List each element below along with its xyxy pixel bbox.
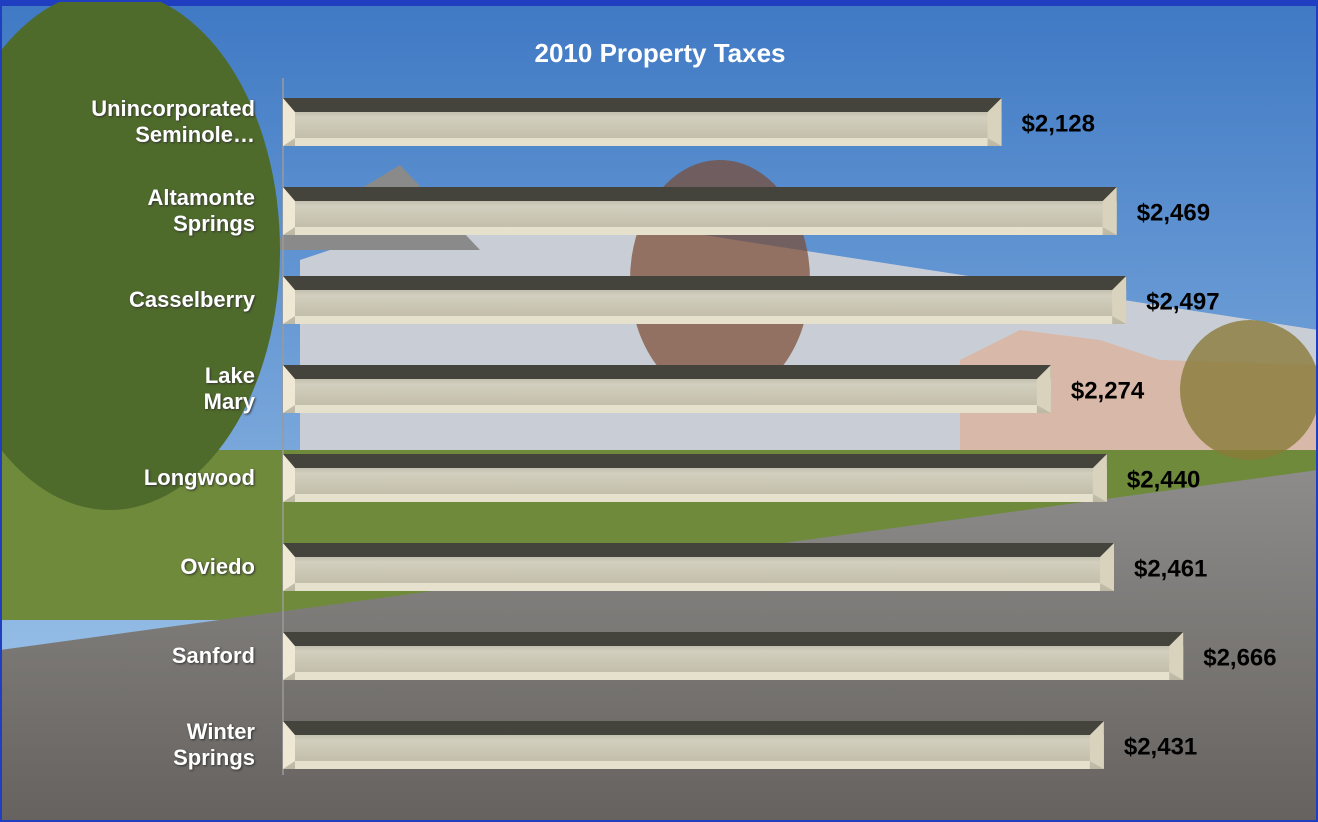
- category-label: Casselberry: [15, 287, 255, 313]
- value-label: $2,431: [1124, 733, 1197, 760]
- category-label: Winter Springs: [15, 719, 255, 771]
- category-label: Oviedo: [15, 554, 255, 580]
- bar: [283, 365, 1051, 413]
- value-label: $2,440: [1127, 466, 1200, 493]
- category-label: Unincorporated Seminole…: [15, 96, 255, 148]
- value-label: $2,469: [1137, 199, 1210, 226]
- bar: [283, 632, 1183, 680]
- slide: 2010 Property Taxes $2,128 $2,469 $2,497 $2…: [0, 0, 1318, 822]
- value-label: $2,128: [1022, 110, 1095, 137]
- chart-title: 2010 Property Taxes: [535, 38, 786, 68]
- category-label: Lake Mary: [15, 363, 255, 415]
- bar: [283, 98, 1002, 146]
- bar: [283, 187, 1117, 235]
- tree: [1180, 320, 1318, 460]
- bar: [283, 276, 1126, 324]
- value-label: $2,274: [1071, 377, 1145, 404]
- value-label: $2,666: [1203, 644, 1276, 671]
- category-label: Longwood: [15, 465, 255, 491]
- category-label: Altamonte Springs: [15, 185, 255, 237]
- category-label: Sanford: [15, 643, 255, 669]
- bar: [283, 454, 1107, 502]
- bar: [283, 543, 1114, 591]
- value-label: $2,461: [1134, 555, 1207, 582]
- value-label: $2,497: [1146, 288, 1219, 315]
- bar: [283, 721, 1104, 769]
